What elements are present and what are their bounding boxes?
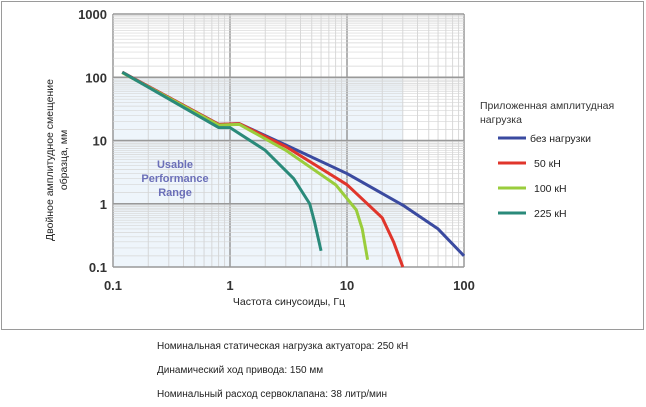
legend-label: без нагрузки bbox=[530, 133, 591, 145]
note-flow: Номинальный расход сервоклапана: 38 литр… bbox=[157, 389, 388, 400]
note-stroke: Динамический ход привода: 150 мм bbox=[157, 365, 324, 376]
x-tick-label: 0.1 bbox=[104, 278, 122, 293]
series-line-100-кН bbox=[121, 71, 370, 261]
legend-title: Приложенная амплитудная нагрузка bbox=[480, 100, 615, 126]
legend-label: 50 кН bbox=[534, 158, 561, 170]
series-line-225-кН bbox=[121, 70, 323, 252]
chart: 0.1 1 10 100 0.1 1 10 100 1000 без нагрузки 50 кН 1… bbox=[44, 7, 591, 308]
note-static-load: Номинальная статическая нагрузка актуато… bbox=[157, 341, 409, 352]
usable-range-shade bbox=[113, 77, 403, 267]
y-tick-label: 1 bbox=[100, 197, 107, 212]
y-tick-label: 0.1 bbox=[89, 260, 107, 275]
x-axis-label: Частота синусоиды, Гц bbox=[233, 296, 345, 308]
y-tick-label: 1000 bbox=[78, 7, 107, 22]
legend-label: 100 кН bbox=[534, 183, 567, 195]
x-tick-label: 100 bbox=[453, 278, 475, 293]
y-axis-label: Двойное амплитудное смещение образца, мм bbox=[44, 79, 70, 241]
y-tick-label: 10 bbox=[93, 134, 107, 149]
usable-range-annotation: Usable Performance Range bbox=[141, 159, 208, 199]
legend-label: 225 кН bbox=[534, 208, 567, 220]
y-tick-label: 100 bbox=[85, 70, 107, 85]
chart-frame bbox=[1, 1, 644, 330]
x-tick-label: 1 bbox=[226, 278, 233, 293]
x-tick-label: 10 bbox=[340, 278, 354, 293]
